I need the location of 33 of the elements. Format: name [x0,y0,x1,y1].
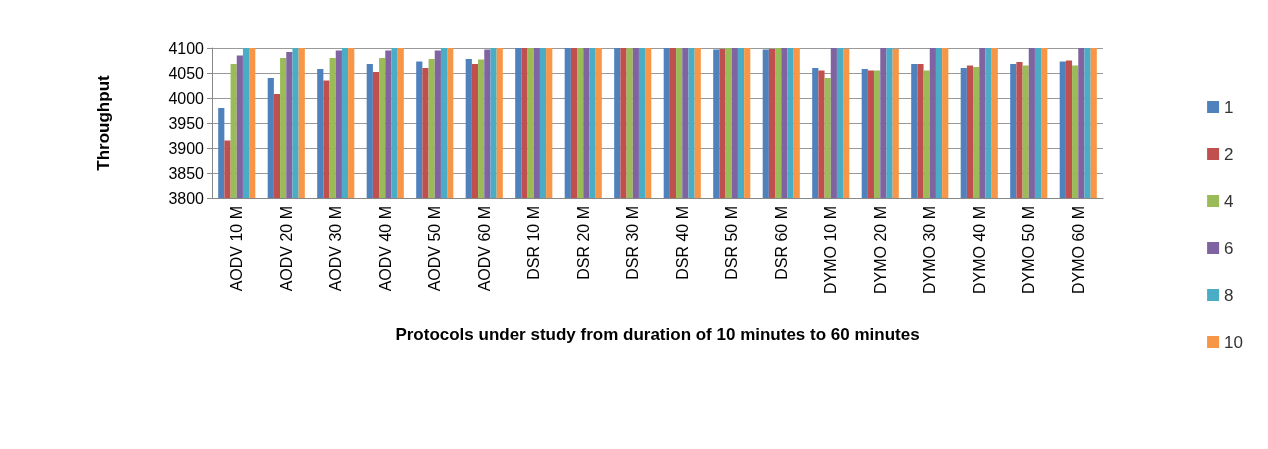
y-tick-label: 4000 [168,89,205,107]
y-tick-label: 3850 [168,164,205,182]
y-tick-label: 3800 [168,189,205,207]
y-tick-label: 3900 [168,139,205,157]
x-tick-label: AODV 30 M [327,206,345,292]
x-tick-label: DSR 20 M [574,206,592,280]
x-tick-label: DSR 30 M [624,206,642,280]
x-tick-label: DSR 60 M [772,206,790,280]
legend-label: 1 [1224,97,1234,117]
x-axis-title: Protocols under study from duration of 10 minutes to 60 minutes [395,325,920,344]
x-tick-label: DYMO 10 M [822,206,840,295]
x-tick-label: DSR 10 M [525,206,543,280]
legend-label: 4 [1224,191,1234,211]
legend-label: 2 [1224,144,1234,164]
x-tick-label: AODV 50 M [426,206,444,292]
x-tick-label: AODV 20 M [277,206,295,292]
legend-label: 6 [1224,238,1234,258]
legend-label: 10 [1224,332,1244,352]
y-tick-label: 4050 [168,64,205,82]
x-tick-label: DYMO 40 M [970,206,988,295]
y-tick-label: 4100 [168,39,205,57]
x-tick-label: DYMO 50 M [1020,206,1038,295]
x-tick-label: DYMO 60 M [1069,206,1087,295]
x-tick-label: DYMO 20 M [871,206,889,295]
legend-label: 8 [1224,285,1234,305]
x-tick-label: AODV 10 M [228,206,246,292]
x-tick-label: DSR 40 M [673,206,691,280]
y-axis-title: Throughput [94,74,113,171]
x-tick-label: AODV 60 M [475,206,493,292]
x-tick-label: AODV 40 M [376,206,394,292]
x-tick-label: DSR 50 M [723,206,741,280]
x-tick-label: DYMO 30 M [921,206,939,295]
y-tick-label: 3950 [168,114,205,132]
